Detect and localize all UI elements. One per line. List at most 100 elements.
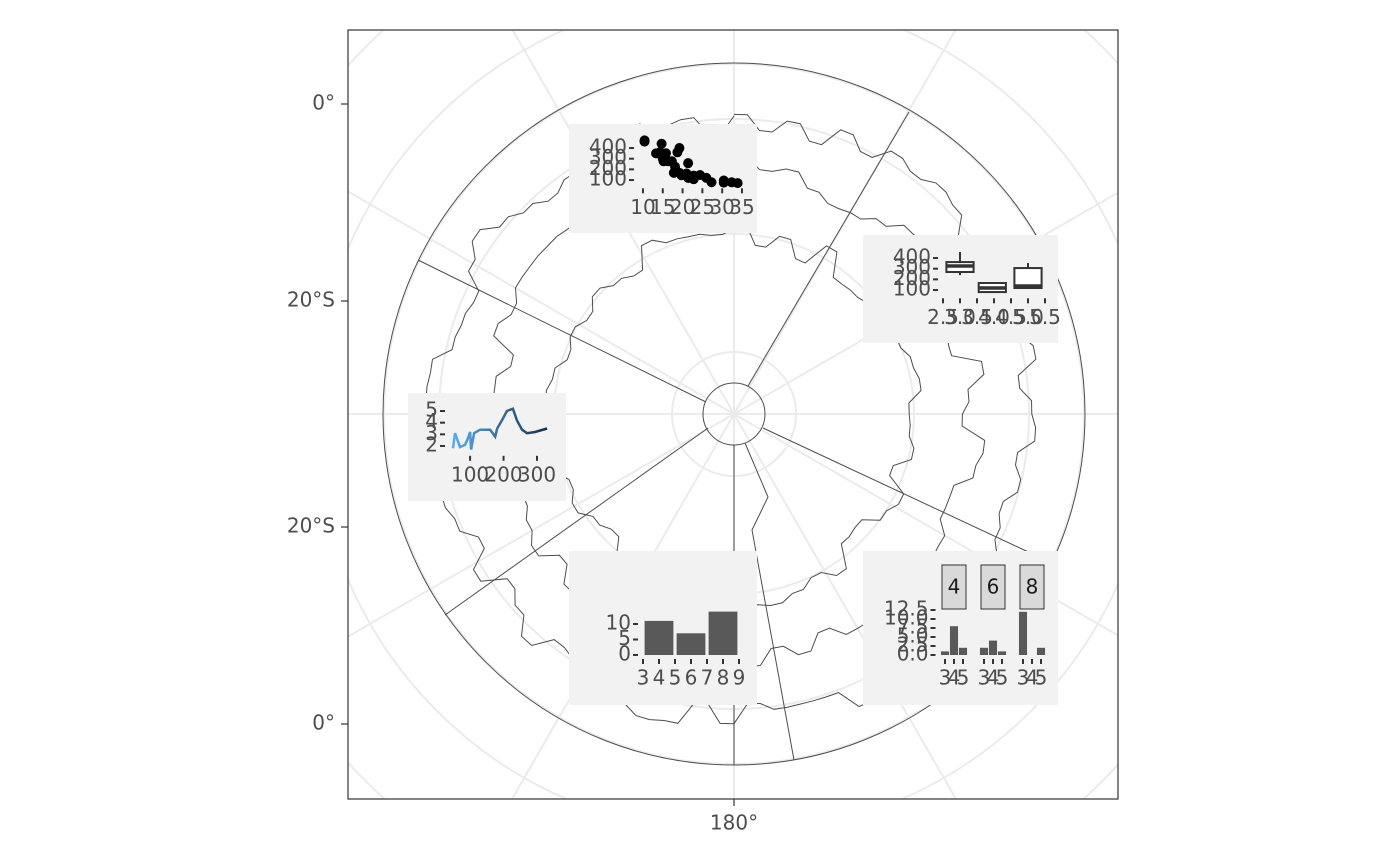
x-tick-label: 6 — [685, 666, 698, 690]
y-tick-label: 5 — [425, 398, 438, 422]
x-tick-label: 3 — [978, 666, 991, 690]
bar — [1018, 611, 1028, 655]
bar — [676, 633, 706, 655]
x-tick-label: 4 — [1026, 666, 1039, 690]
x-tick-label: 15 — [650, 195, 675, 219]
x-tick-label: 300 — [518, 462, 556, 486]
facet-strip — [980, 564, 1006, 610]
y-tick-label: 100 — [893, 277, 931, 301]
point — [683, 172, 694, 183]
x-tick-label: 5.5 — [1029, 305, 1061, 329]
y-tick-label: 7.5 — [897, 615, 929, 639]
x-tick-label: 3.0 — [944, 305, 976, 329]
x-tick-label: 3 — [1017, 666, 1030, 690]
x-tick-label: 4 — [987, 666, 1000, 690]
inset-background — [408, 393, 566, 501]
x-tick-label: 4 — [653, 666, 666, 690]
y-tick-label: 5.0 — [897, 624, 929, 648]
bar — [958, 647, 968, 655]
point — [656, 138, 667, 149]
x-tick-label: 25 — [690, 195, 715, 219]
x-tick-label: 5 — [669, 666, 682, 690]
sector-line — [762, 427, 1053, 564]
x-tick-label: 3 — [637, 666, 650, 690]
point — [718, 175, 729, 186]
y-tick-label: 2 — [425, 432, 438, 456]
point — [651, 148, 662, 159]
bar — [1036, 647, 1046, 655]
x-tick-label: 5.0 — [1012, 305, 1044, 329]
x-tick-label: 35 — [729, 195, 754, 219]
y-axis-label: 0° — [312, 91, 335, 115]
y-axis-label: 20°S — [287, 514, 335, 538]
graticule-meridian — [348, 191, 1118, 638]
x-tick-label: 5 — [957, 666, 970, 690]
bar — [949, 626, 959, 655]
y-tick-label: 4 — [425, 409, 438, 433]
y-axis-label: 0° — [312, 711, 335, 735]
y-tick-label: 200 — [589, 156, 627, 180]
x-tick-label: 200 — [484, 462, 522, 486]
x-tick-label: 100 — [451, 462, 489, 486]
y-axis-label: 20°S — [287, 288, 335, 312]
y-tick-label: 10 — [606, 611, 631, 635]
bar — [644, 620, 674, 655]
x-tick-label: 4.5 — [995, 305, 1027, 329]
x-tick-label: 4.0 — [978, 305, 1010, 329]
x-tick-label: 10 — [630, 195, 655, 219]
x-tick-label: 9 — [733, 666, 746, 690]
x-axis-label: 180° — [710, 811, 758, 835]
point — [657, 153, 668, 164]
sector-line — [417, 259, 707, 403]
bar — [988, 640, 998, 655]
y-tick-label: 300 — [893, 255, 931, 279]
x-tick-label: 5 — [996, 666, 1009, 690]
point — [683, 158, 694, 169]
y-tick-label: 3 — [425, 421, 438, 445]
x-tick-label: 3.5 — [961, 305, 993, 329]
facet-strip — [1019, 564, 1045, 610]
y-tick-label: 400 — [589, 135, 627, 159]
point — [666, 156, 677, 167]
point — [732, 178, 743, 189]
bar — [708, 611, 738, 655]
sector-line — [744, 442, 795, 761]
bar — [940, 651, 950, 655]
y-tick-label: 10.0 — [884, 606, 929, 630]
bar — [997, 651, 1007, 655]
bar — [979, 647, 989, 655]
y-tick-label: 12.5 — [884, 597, 929, 621]
y-tick-label: 2.5 — [897, 633, 929, 657]
y-tick-label: 100 — [589, 167, 627, 191]
x-tick-label: 30 — [709, 195, 734, 219]
facet-label: 8 — [1026, 575, 1039, 599]
y-tick-label: 0 — [618, 642, 631, 666]
point — [639, 136, 650, 147]
y-tick-label: 200 — [893, 266, 931, 290]
point — [668, 167, 679, 178]
x-tick-label: 2.5 — [927, 305, 959, 329]
sector-line — [444, 427, 709, 616]
sector-line — [747, 111, 910, 387]
y-tick-label: 300 — [589, 145, 627, 169]
point — [674, 143, 685, 154]
facet-strip — [941, 564, 967, 610]
x-tick-label: 5 — [1035, 666, 1048, 690]
panel-border — [347, 29, 1119, 800]
x-tick-label: 7 — [701, 666, 714, 690]
facet-label: 4 — [948, 575, 961, 599]
graticule — [348, 30, 1118, 799]
y-tick-label: 400 — [893, 245, 931, 269]
y-tick-label: 5 — [618, 626, 631, 650]
facet-label: 6 — [987, 575, 1000, 599]
box-body — [1013, 267, 1043, 290]
point — [701, 172, 712, 183]
x-tick-label: 20 — [670, 195, 695, 219]
